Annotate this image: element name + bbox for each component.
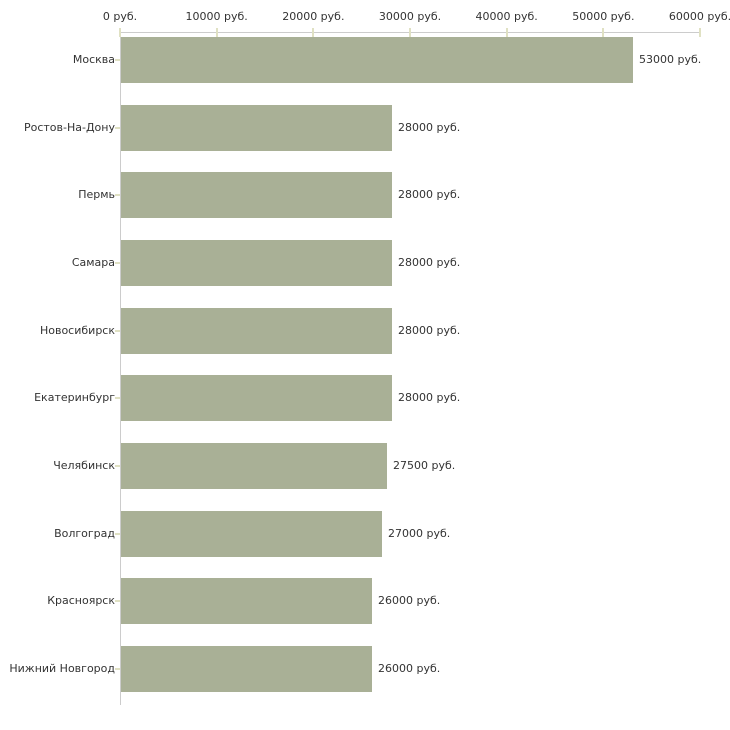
x-axis-tick-label: 10000 руб. xyxy=(185,10,248,23)
y-axis-tick-mark xyxy=(115,262,120,264)
y-axis-tick-mark xyxy=(115,600,120,602)
bar xyxy=(121,105,392,151)
value-label: 28000 руб. xyxy=(398,121,461,134)
category-label: Челябинск xyxy=(53,459,115,472)
x-axis-tick-mark xyxy=(119,28,121,37)
bar xyxy=(121,240,392,286)
x-axis-tick-mark xyxy=(505,28,508,37)
y-axis-tick-mark xyxy=(115,397,120,399)
x-axis-tick-mark xyxy=(699,28,701,37)
category-label: Екатеринбург xyxy=(34,391,115,404)
category-label: Самара xyxy=(71,256,115,269)
y-axis-tick-mark xyxy=(115,127,120,129)
x-axis-tick-label: 30000 руб. xyxy=(378,10,442,23)
x-axis-tick-mark xyxy=(215,28,218,37)
x-axis-tick-label: 50000 руб. xyxy=(572,10,635,23)
category-label: Пермь xyxy=(78,188,115,201)
y-axis-tick-mark xyxy=(115,194,120,196)
y-axis-tick-mark xyxy=(115,465,120,467)
value-label: 28000 руб. xyxy=(398,391,461,404)
bar xyxy=(121,375,392,421)
y-axis-tick-mark xyxy=(115,533,120,535)
y-axis-tick-mark xyxy=(115,668,120,670)
value-label: 26000 руб. xyxy=(378,662,441,675)
y-axis-tick-mark xyxy=(115,330,120,332)
x-axis-tick-label: 0 руб. xyxy=(102,10,138,23)
bar xyxy=(121,37,633,83)
y-axis-line xyxy=(120,32,121,705)
bar xyxy=(121,308,392,354)
y-axis-tick-mark xyxy=(115,59,120,61)
category-label: Москва xyxy=(72,53,115,66)
x-axis-tick-mark xyxy=(602,28,605,37)
bar xyxy=(121,172,392,218)
value-label: 28000 руб. xyxy=(398,256,461,269)
x-axis-tick-mark xyxy=(312,28,315,37)
value-label: 28000 руб. xyxy=(398,324,461,337)
x-axis-tick-label: 20000 руб. xyxy=(282,10,345,23)
category-label: Красноярск xyxy=(47,594,115,607)
bar xyxy=(121,443,387,489)
value-label: 28000 руб. xyxy=(398,188,461,201)
value-label: 53000 руб. xyxy=(639,53,702,66)
x-axis-tick-label: 40000 руб. xyxy=(475,10,538,23)
bar xyxy=(121,511,382,557)
value-label: 27000 руб. xyxy=(388,527,451,540)
category-label: Нижний Новгород xyxy=(9,662,115,675)
x-axis-tick-mark xyxy=(409,28,411,37)
value-label: 26000 руб. xyxy=(378,594,441,607)
value-label: 27500 руб. xyxy=(393,459,456,472)
bar xyxy=(121,578,372,624)
category-label: Ростов-На-Дону xyxy=(23,121,115,134)
bar xyxy=(121,646,372,692)
category-label: Волгоград xyxy=(54,527,115,540)
category-label: Новосибирск xyxy=(39,324,115,337)
x-axis-tick-label: 60000 руб. xyxy=(668,10,730,23)
